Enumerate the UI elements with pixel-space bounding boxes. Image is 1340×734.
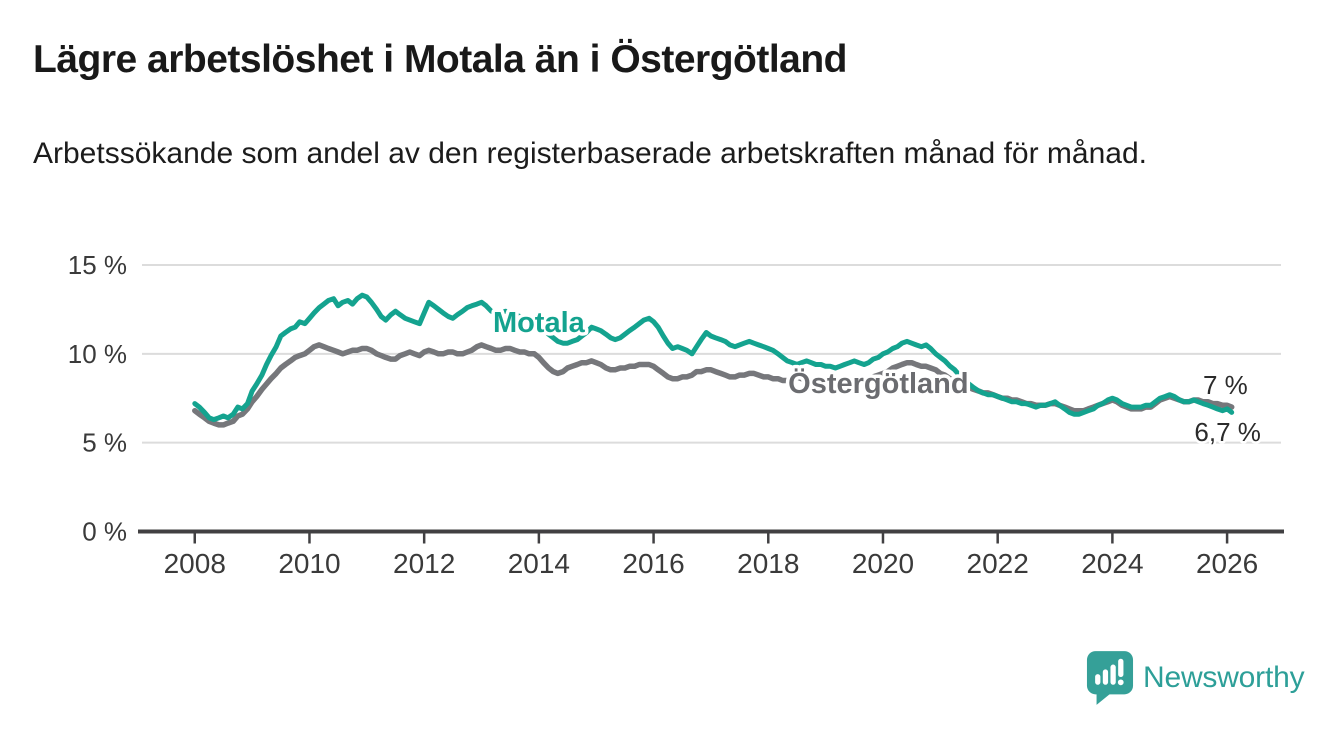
x-axis-tick-label: 2020 (852, 548, 914, 579)
logo-bar-medium (1102, 669, 1109, 685)
x-axis-tick-label: 2022 (967, 548, 1029, 579)
line-motala (192, 292, 1235, 423)
x-axis-tick-label: 2024 (1081, 548, 1143, 579)
page-title: Lägre arbetslöshet i Motala än i Östergö… (33, 38, 848, 81)
motala-end-value-label: 6,7 % (1194, 417, 1261, 447)
logo-exclamation-dot (1117, 679, 1124, 686)
motala-line-label: Motala (493, 307, 586, 339)
ostergotland-line-label: Östergötland (788, 367, 968, 400)
chart-subtitle: Arbetssökande som andel av den registerb… (33, 137, 1147, 170)
x-axis-tick-label: 2016 (622, 548, 684, 579)
x-axis-tick-label: 2026 (1196, 548, 1258, 579)
y-axis-tick-label: 0 % (82, 517, 127, 547)
newsworthy-speech-bubble-chart-icon (1086, 651, 1134, 705)
logo-bar-short (1095, 674, 1101, 685)
logo-exclamation-bar (1118, 658, 1124, 678)
logo-bar-tall (1110, 664, 1116, 685)
x-axis-tick-label: 2012 (393, 548, 455, 579)
y-axis-tick-label: 15 % (68, 250, 127, 280)
x-axis-tick-label: 2010 (278, 548, 340, 579)
x-axis-tick-label: 2014 (508, 548, 570, 579)
x-axis-tick-label: 2018 (737, 548, 799, 579)
x-axis-tick-label: 2008 (164, 548, 226, 579)
chart-area: 0 % 5 % 10 % 15 % 2008 2010 2012 2014 2016 2018 20… (0, 230, 1340, 594)
newsworthy-logo: Newsworthy (1086, 650, 1305, 706)
y-axis-tick-label: 10 % (68, 339, 127, 369)
unemployment-line-chart: 0 % 5 % 10 % 15 % 2008 2010 2012 2014 2016 2018 20… (68, 250, 1284, 579)
y-axis-tick-label: 5 % (82, 428, 127, 458)
ostergotland-end-value-label: 7 % (1203, 370, 1248, 400)
brand-name: Newsworthy (1143, 661, 1305, 694)
